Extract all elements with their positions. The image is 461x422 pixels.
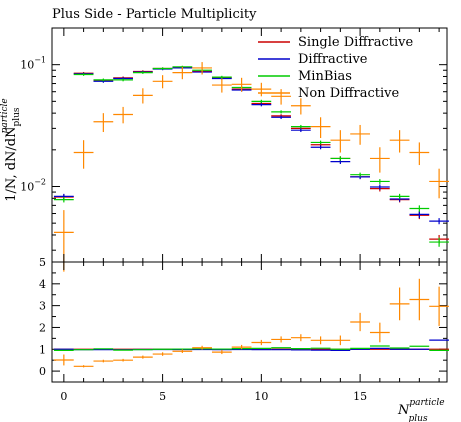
- ratio-y-ticks: 0 1 2 3 4 5: [39, 256, 447, 378]
- ratio-y-tick-label: 2: [39, 321, 46, 334]
- ratio-plot-frame: [51, 261, 448, 383]
- tick-exponent: −2: [34, 177, 46, 186]
- chart-title: Plus Side - Particle Multiplicity: [52, 7, 257, 22]
- y-axis-label-main: 1/N, dN/dN: [4, 127, 19, 202]
- main-y-tick-label: 10−2: [20, 177, 46, 193]
- ratio-series-group: [53, 278, 449, 368]
- main-series-non-diffractive: [53, 62, 449, 272]
- legend-label-minbias: MinBias: [298, 69, 352, 84]
- main-y-tick-label: 10−1: [20, 56, 46, 72]
- tick-base: 10: [20, 59, 34, 72]
- x-axis-ticks: 0 5 10 15: [60, 28, 440, 403]
- ratio-series-minbias: [53, 345, 449, 351]
- main-series-minbias: [53, 65, 449, 247]
- x-axis-label-sub: plus: [409, 414, 428, 422]
- ratio-y-tick-label: 3: [39, 300, 46, 313]
- legend-label-single-diffractive: Single Diffractive: [298, 35, 414, 50]
- y-axis-label: 1/N, dN/dNplusparticle: [0, 98, 22, 201]
- x-tick-label: 10: [254, 390, 268, 403]
- x-tick-label: 0: [60, 390, 67, 403]
- x-tick-label: 5: [159, 390, 166, 403]
- y-axis-label-sup: particle: [0, 98, 10, 133]
- ratio-y-tick-label: 4: [39, 278, 46, 291]
- y-axis-label-sub: plus: [12, 107, 22, 126]
- ratio-plot-panel: 0 1 2 3 4 5 0 5 10 15: [39, 28, 449, 403]
- main-plot-frame: [51, 27, 448, 263]
- legend: Single Diffractive Diffractive MinBias Non …: [258, 35, 414, 101]
- tick-exponent: −1: [34, 56, 46, 65]
- ratio-y-tick-label: 1: [39, 343, 46, 356]
- legend-label-diffractive: Diffractive: [298, 52, 368, 67]
- x-axis-label-sup: particle: [409, 398, 444, 408]
- legend-label-non-diffractive: Non Diffractive: [298, 86, 399, 101]
- ratio-series-non-diffractive: [53, 278, 449, 368]
- ratio-y-tick-label: 0: [39, 365, 46, 378]
- x-axis-label-main: N: [397, 403, 410, 418]
- x-axis-label: Nparticle plus: [397, 398, 445, 422]
- x-tick-label: 15: [353, 390, 367, 403]
- main-y-ticks: 10−110−2: [20, 27, 447, 251]
- tick-base: 10: [20, 180, 34, 193]
- main-series-group: [53, 62, 449, 272]
- ratio-y-tick-label: 5: [39, 256, 46, 269]
- main-plot-panel: 10−110−2: [20, 27, 449, 272]
